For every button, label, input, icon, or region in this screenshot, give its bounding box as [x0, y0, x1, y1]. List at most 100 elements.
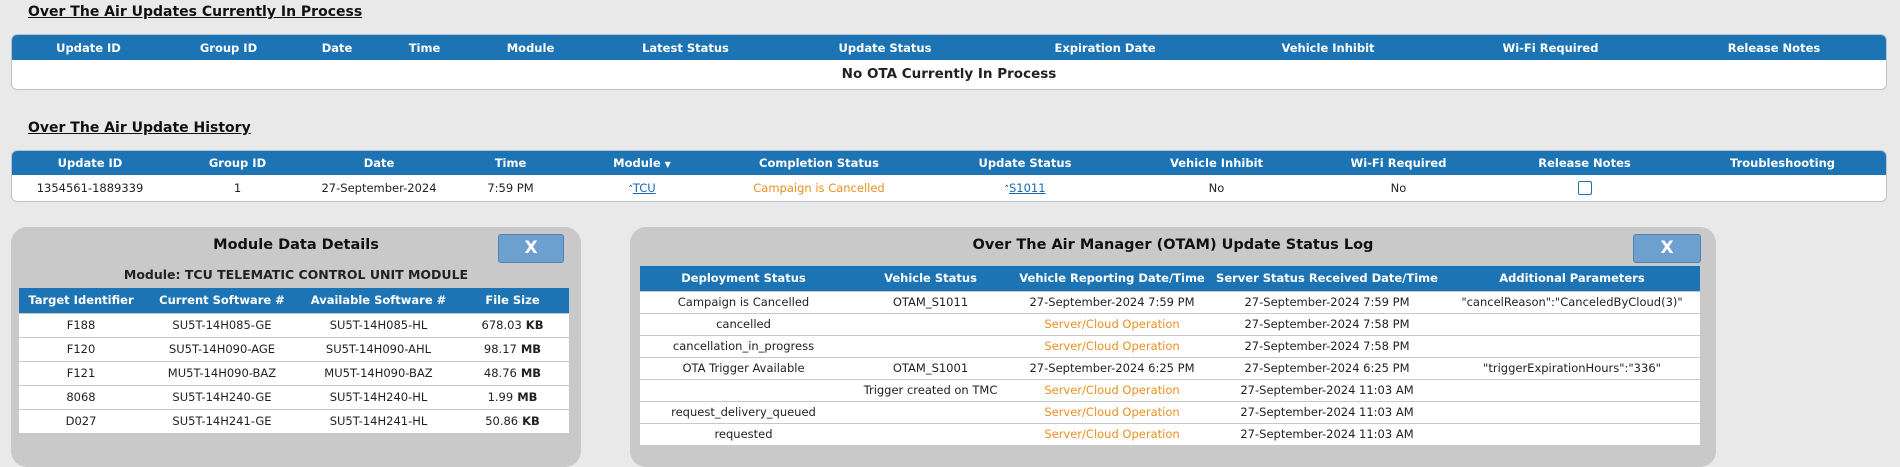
- file-size-cell: 50.86 KB: [456, 408, 569, 433]
- column-header: Vehicle Inhibit: [1126, 151, 1307, 175]
- cell: 27-September-2024 11:03 AM: [1210, 422, 1444, 445]
- column-header[interactable]: Module ▼: [570, 151, 714, 175]
- log-row: Trigger created on TMC Server/Cloud Opera…: [640, 378, 1700, 401]
- column-header: Group ID: [165, 35, 292, 60]
- file-unit: MB: [520, 366, 542, 380]
- column-header: Update ID: [12, 35, 165, 60]
- cell: Server/Cloud Operation: [1014, 334, 1210, 357]
- close-button[interactable]: X: [1633, 234, 1701, 263]
- cell: Trigger created on TMC: [847, 378, 1014, 401]
- file-unit: MB: [517, 390, 538, 404]
- column-header: Time: [451, 151, 570, 175]
- cell: OTAM_S1001: [847, 356, 1014, 379]
- log-row: request_delivery_queued Server/Cloud Oper…: [640, 400, 1700, 423]
- log-row: cancelled Server/Cloud Operation 27-Septem…: [640, 312, 1700, 335]
- cell: 7:59 PM: [487, 180, 534, 195]
- module-panel: Module Data Details X Module: TCU TELEMATI…: [11, 227, 581, 467]
- cell: SU5T-14H241-GE: [143, 408, 301, 433]
- column-header: Update Status: [924, 151, 1126, 175]
- cell: 27-September-2024 11:03 AM: [1210, 400, 1444, 423]
- cell: 1354561-1889339: [36, 180, 144, 195]
- file-size: 678.03: [481, 318, 522, 332]
- cell: MU5T-14H090-BAZ: [143, 360, 301, 385]
- caret-icon: ˄: [1004, 184, 1009, 195]
- update-status-link[interactable]: S1011: [1008, 180, 1046, 195]
- cell: "triggerExpirationHours":"336": [1444, 356, 1700, 379]
- cell: Server/Cloud Operation: [1014, 422, 1210, 445]
- cell: [1444, 378, 1700, 401]
- column-header: Vehicle Inhibit: [1217, 35, 1439, 60]
- column-header: Vehicle Reporting Date/Time: [1014, 266, 1210, 291]
- file-unit: MB: [520, 342, 542, 356]
- close-button[interactable]: X: [498, 234, 564, 263]
- page: html,body{margin:0;padding:0;} body{widt…: [11, 4, 1887, 467]
- column-header: Wi-Fi Required: [1439, 35, 1662, 60]
- column-header: File Size: [456, 288, 569, 313]
- cell: requested: [640, 422, 847, 445]
- panel-title: Over The Air Manager (OTAM) Update Statu…: [972, 237, 1374, 253]
- column-header: Troubleshooting: [1679, 151, 1886, 175]
- header-row: Deployment Status Vehicle Status Vehicle R…: [640, 266, 1700, 291]
- header-row: Update ID Group ID Date Time Module Latest St…: [12, 35, 1886, 60]
- cell: [1444, 334, 1700, 357]
- cell: cancellation_in_progress: [640, 334, 847, 357]
- module-row: F120 SU5T-14H090-AGE SU5T-14H090-AHL 98.17 M…: [19, 336, 569, 361]
- caret-icon: ˄: [628, 184, 633, 195]
- cell: "cancelReason":"CanceledByCloud(3)": [1444, 290, 1700, 313]
- cell: OTAM_S1011: [847, 290, 1014, 313]
- cell: [1444, 312, 1700, 335]
- file-size-cell: 1.99 MB: [456, 384, 569, 409]
- header-row: Update ID Group ID Date Time Module ▼ Completi…: [12, 151, 1886, 175]
- cell: D027: [19, 408, 143, 433]
- cell: [640, 378, 847, 401]
- cell: [847, 400, 1014, 423]
- module-link[interactable]: TCU: [632, 180, 656, 195]
- cell: 27-September-2024 11:03 AM: [1210, 378, 1444, 401]
- column-header: Release Notes: [1662, 35, 1886, 60]
- cell: SU5T-14H090-AGE: [143, 336, 301, 361]
- cell: 27-September-2024 7:59 PM: [1014, 290, 1210, 313]
- cell: 1: [233, 180, 242, 195]
- column-header: Update ID: [12, 151, 168, 175]
- column-header: Release Notes: [1490, 151, 1679, 175]
- cell: Server/Cloud Operation: [1014, 378, 1210, 401]
- cell: SU5T-14H241-HL: [301, 408, 456, 433]
- release-notes-icon[interactable]: [1577, 180, 1592, 195]
- module-cell: ˄TCU: [570, 175, 714, 200]
- panel-title: Module Data Details: [213, 237, 379, 253]
- cell: MU5T-14H090-BAZ: [301, 360, 456, 385]
- cell: No: [1208, 180, 1225, 195]
- column-header: Update Status: [777, 35, 993, 60]
- cell: 27-September-2024 7:58 PM: [1210, 334, 1444, 357]
- cell: F121: [19, 360, 143, 385]
- column-header: Vehicle Status: [847, 266, 1014, 291]
- cell: 27-September-2024: [321, 180, 437, 195]
- cell: cancelled: [640, 312, 847, 335]
- column-header: Current Software #: [143, 288, 301, 313]
- cell: F120: [19, 336, 143, 361]
- module-row: F188 SU5T-14H085-GE SU5T-14H085-HL 678.03 KB: [19, 312, 569, 337]
- column-header: Date: [307, 151, 451, 175]
- cell: 27-September-2024 6:25 PM: [1210, 356, 1444, 379]
- cell: SU5T-14H085-GE: [143, 312, 301, 337]
- file-unit: KB: [522, 414, 540, 429]
- update-status-cell: ˄S1011: [924, 175, 1126, 200]
- cell: 27-September-2024 7:59 PM: [1210, 290, 1444, 313]
- log-row: cancellation_in_progress Server/Cloud Ope…: [640, 334, 1700, 357]
- section-title: Over The Air Updates Currently In Proces…: [28, 4, 363, 20]
- status-log-panel: Over The Air Manager (OTAM) Update Statu…: [630, 227, 1716, 467]
- cell: No: [1390, 180, 1407, 195]
- cell: Campaign is Cancelled: [640, 290, 847, 313]
- file-size: 48.76: [483, 366, 517, 380]
- cell: 8068: [19, 384, 143, 409]
- column-header: Time: [382, 35, 467, 60]
- column-header: Latest Status: [594, 35, 777, 60]
- cell: OTA Trigger Available: [640, 356, 847, 379]
- section-title: Over The Air Update History: [28, 120, 251, 136]
- history-table: Update ID Group ID Date Time Module ▼ Completi…: [12, 151, 1886, 200]
- cell: SU5T-14H240-HL: [301, 384, 456, 409]
- history-card: Update ID Group ID Date Time Module ▼ Completi…: [11, 150, 1887, 202]
- log-row: requested Server/Cloud Operation 27-Septem…: [640, 422, 1700, 445]
- column-header: Available Software #: [301, 288, 456, 313]
- file-size-cell: 98.17 MB: [456, 336, 569, 361]
